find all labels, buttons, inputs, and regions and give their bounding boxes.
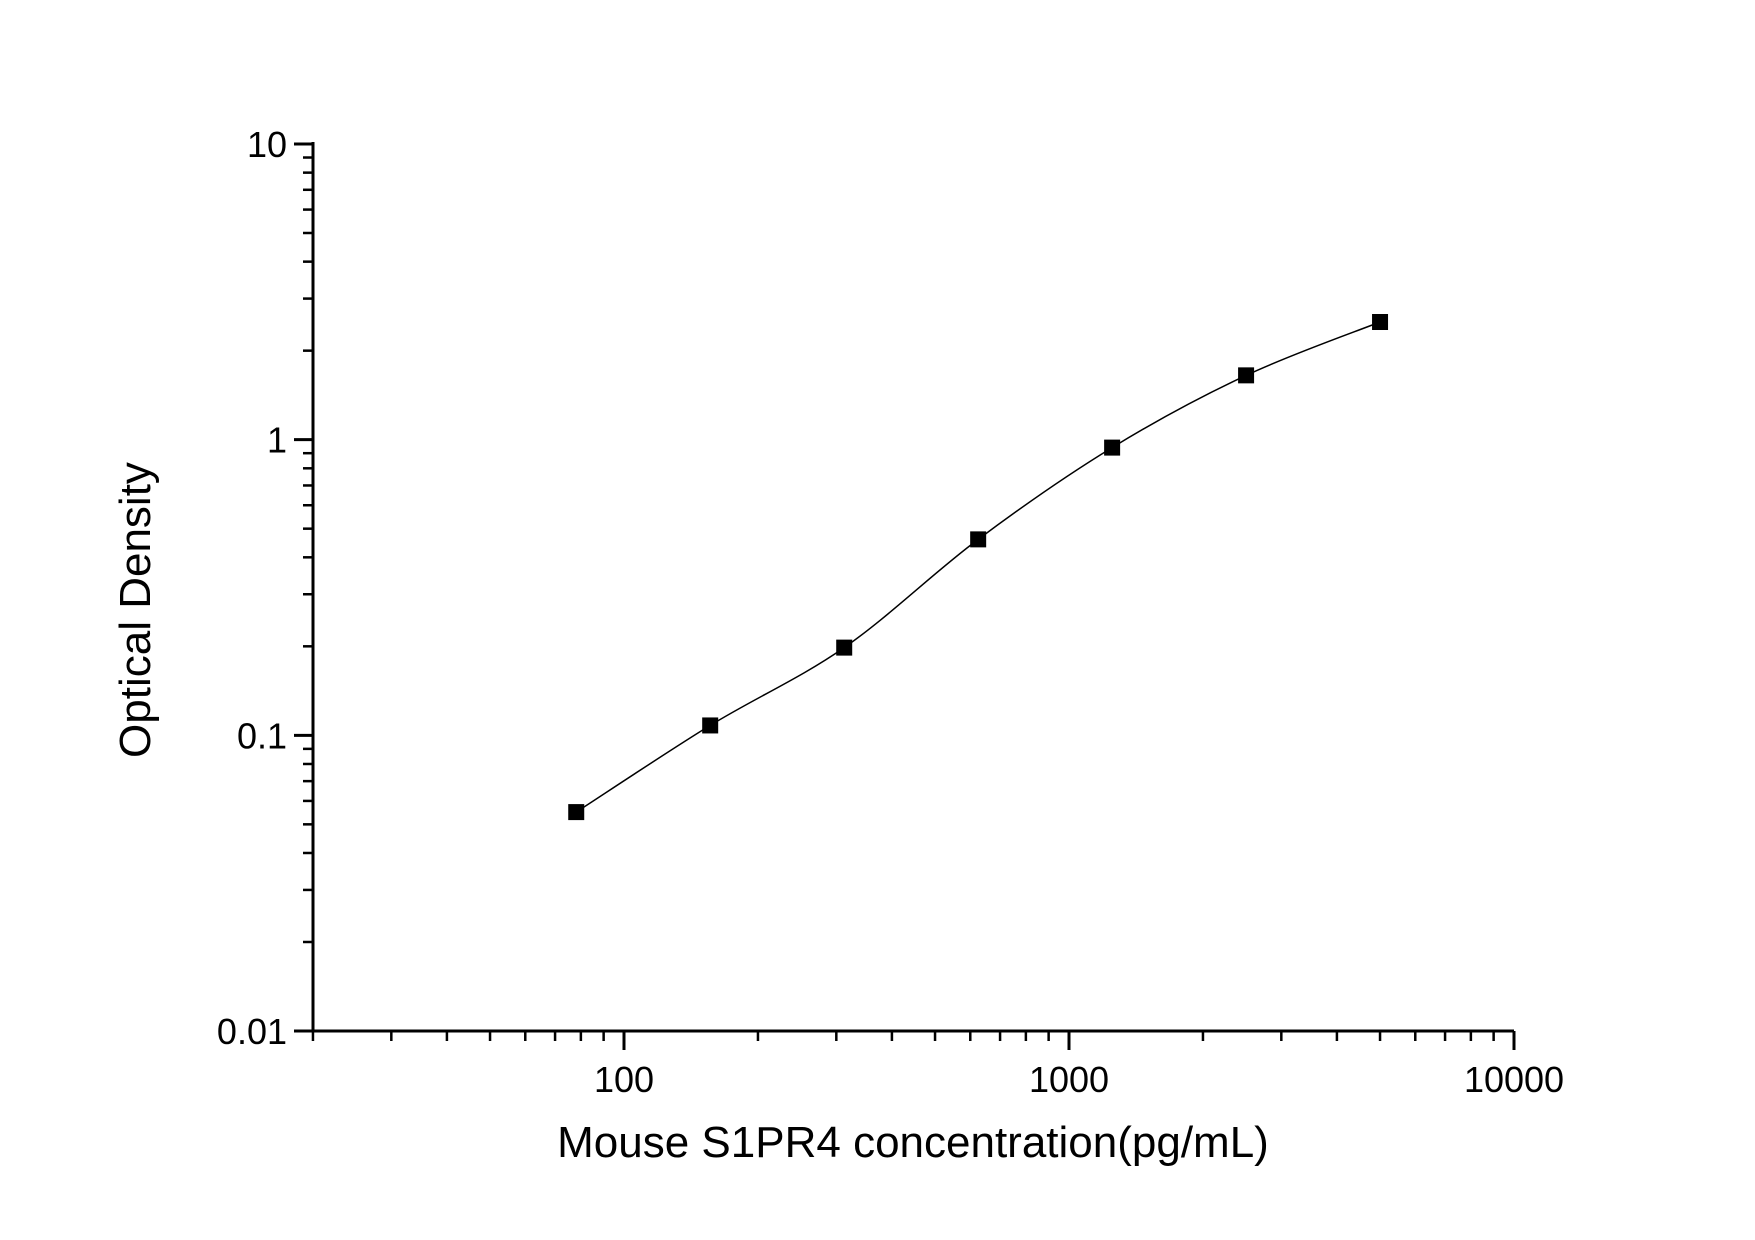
y-tick-label: 10 bbox=[247, 124, 287, 165]
standard-curve-line bbox=[575, 321, 1381, 813]
data-point-marker bbox=[702, 717, 719, 734]
y-tick-label: 0.01 bbox=[217, 1011, 287, 1052]
series-group bbox=[568, 314, 1389, 821]
x-axis-title: Mouse S1PR4 concentration(pg/mL) bbox=[557, 1118, 1269, 1167]
data-point-marker bbox=[568, 804, 585, 821]
x-tick-label: 100 bbox=[594, 1059, 654, 1100]
data-point-marker bbox=[1238, 367, 1255, 384]
data-point-marker bbox=[970, 531, 987, 548]
y-tick-label: 0.1 bbox=[237, 715, 287, 756]
data-point-marker bbox=[1104, 439, 1121, 456]
data-point-marker bbox=[836, 639, 853, 656]
x-tick-label: 1000 bbox=[1029, 1059, 1109, 1100]
y-tick-label: 1 bbox=[267, 420, 287, 461]
x-tick-label: 10000 bbox=[1464, 1059, 1564, 1100]
y-axis-title: Optical Density bbox=[111, 462, 160, 758]
x-axis-ticks bbox=[311, 1031, 1516, 1050]
y-axis-ticks bbox=[294, 142, 313, 1033]
x-axis-tick-labels: 100 1000 10000 bbox=[594, 1059, 1564, 1100]
y-axis-tick-labels: 10 1 0.1 0.01 bbox=[217, 124, 287, 1052]
data-point-marker bbox=[1372, 314, 1389, 331]
